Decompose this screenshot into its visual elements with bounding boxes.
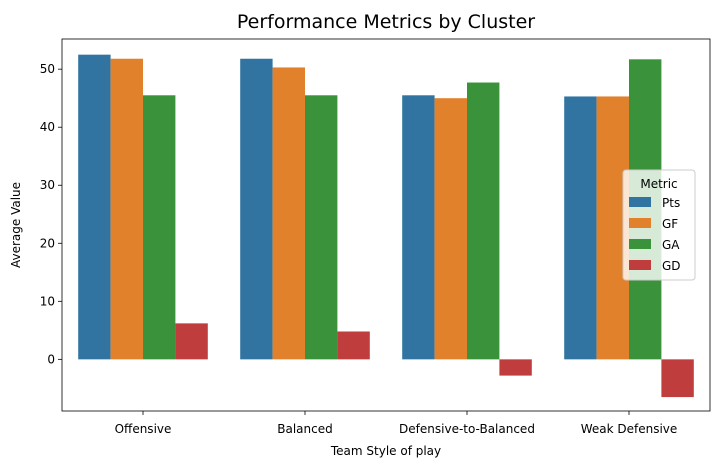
y-tick-label: 0 bbox=[47, 352, 55, 366]
bar-gf-2 bbox=[434, 98, 467, 360]
y-tick-label: 40 bbox=[40, 120, 55, 134]
plot-frame bbox=[61, 38, 711, 412]
bar-ga-1 bbox=[305, 95, 338, 360]
legend-title: Metric bbox=[640, 177, 677, 191]
x-tick-label: Defensive-to-Balanced bbox=[399, 422, 535, 436]
x-tick-label: Weak Defensive bbox=[581, 422, 678, 436]
x-axis: Offensive Balanced Defensive-to-Balanced We… bbox=[115, 411, 678, 436]
chart-title: Performance Metrics by Cluster bbox=[237, 11, 535, 33]
bar-pts-0 bbox=[78, 54, 111, 360]
y-tick-label: 10 bbox=[40, 294, 55, 308]
bar-gd-2 bbox=[499, 359, 532, 376]
bar-gf-1 bbox=[272, 67, 305, 360]
legend-label-gf: GF bbox=[662, 217, 678, 231]
legend-swatch-gd bbox=[629, 260, 651, 270]
bar-gd-0 bbox=[175, 323, 208, 360]
legend-label-pts: Pts bbox=[662, 196, 680, 210]
bar-pts-1 bbox=[240, 58, 273, 360]
y-axis-label: Average Value bbox=[9, 182, 23, 268]
legend-label-gd: GD bbox=[662, 259, 681, 273]
x-tick-label: Balanced bbox=[277, 422, 332, 436]
legend: Metric Pts GF GA GD bbox=[622, 169, 696, 281]
x-tick-label: Offensive bbox=[115, 422, 172, 436]
legend-swatch-pts bbox=[629, 197, 651, 207]
legend-swatch-ga bbox=[629, 239, 651, 249]
bar-ga-0 bbox=[143, 95, 176, 360]
legend-label-ga: GA bbox=[662, 238, 680, 252]
bar-pts-3 bbox=[564, 96, 597, 360]
y-tick-label: 20 bbox=[40, 236, 55, 250]
y-tick-label: 30 bbox=[40, 178, 55, 192]
bar-gd-3 bbox=[661, 359, 694, 398]
bar-ga-2 bbox=[467, 82, 500, 360]
bar-pts-2 bbox=[402, 95, 435, 360]
legend-swatch-gf bbox=[629, 218, 651, 228]
plot-area bbox=[78, 54, 694, 398]
y-axis: 0 10 20 30 40 50 bbox=[40, 62, 62, 366]
y-tick-label: 50 bbox=[40, 62, 55, 76]
bar-gf-0 bbox=[110, 58, 143, 360]
bar-gd-1 bbox=[337, 331, 370, 360]
x-axis-label: Team Style of play bbox=[330, 444, 441, 458]
